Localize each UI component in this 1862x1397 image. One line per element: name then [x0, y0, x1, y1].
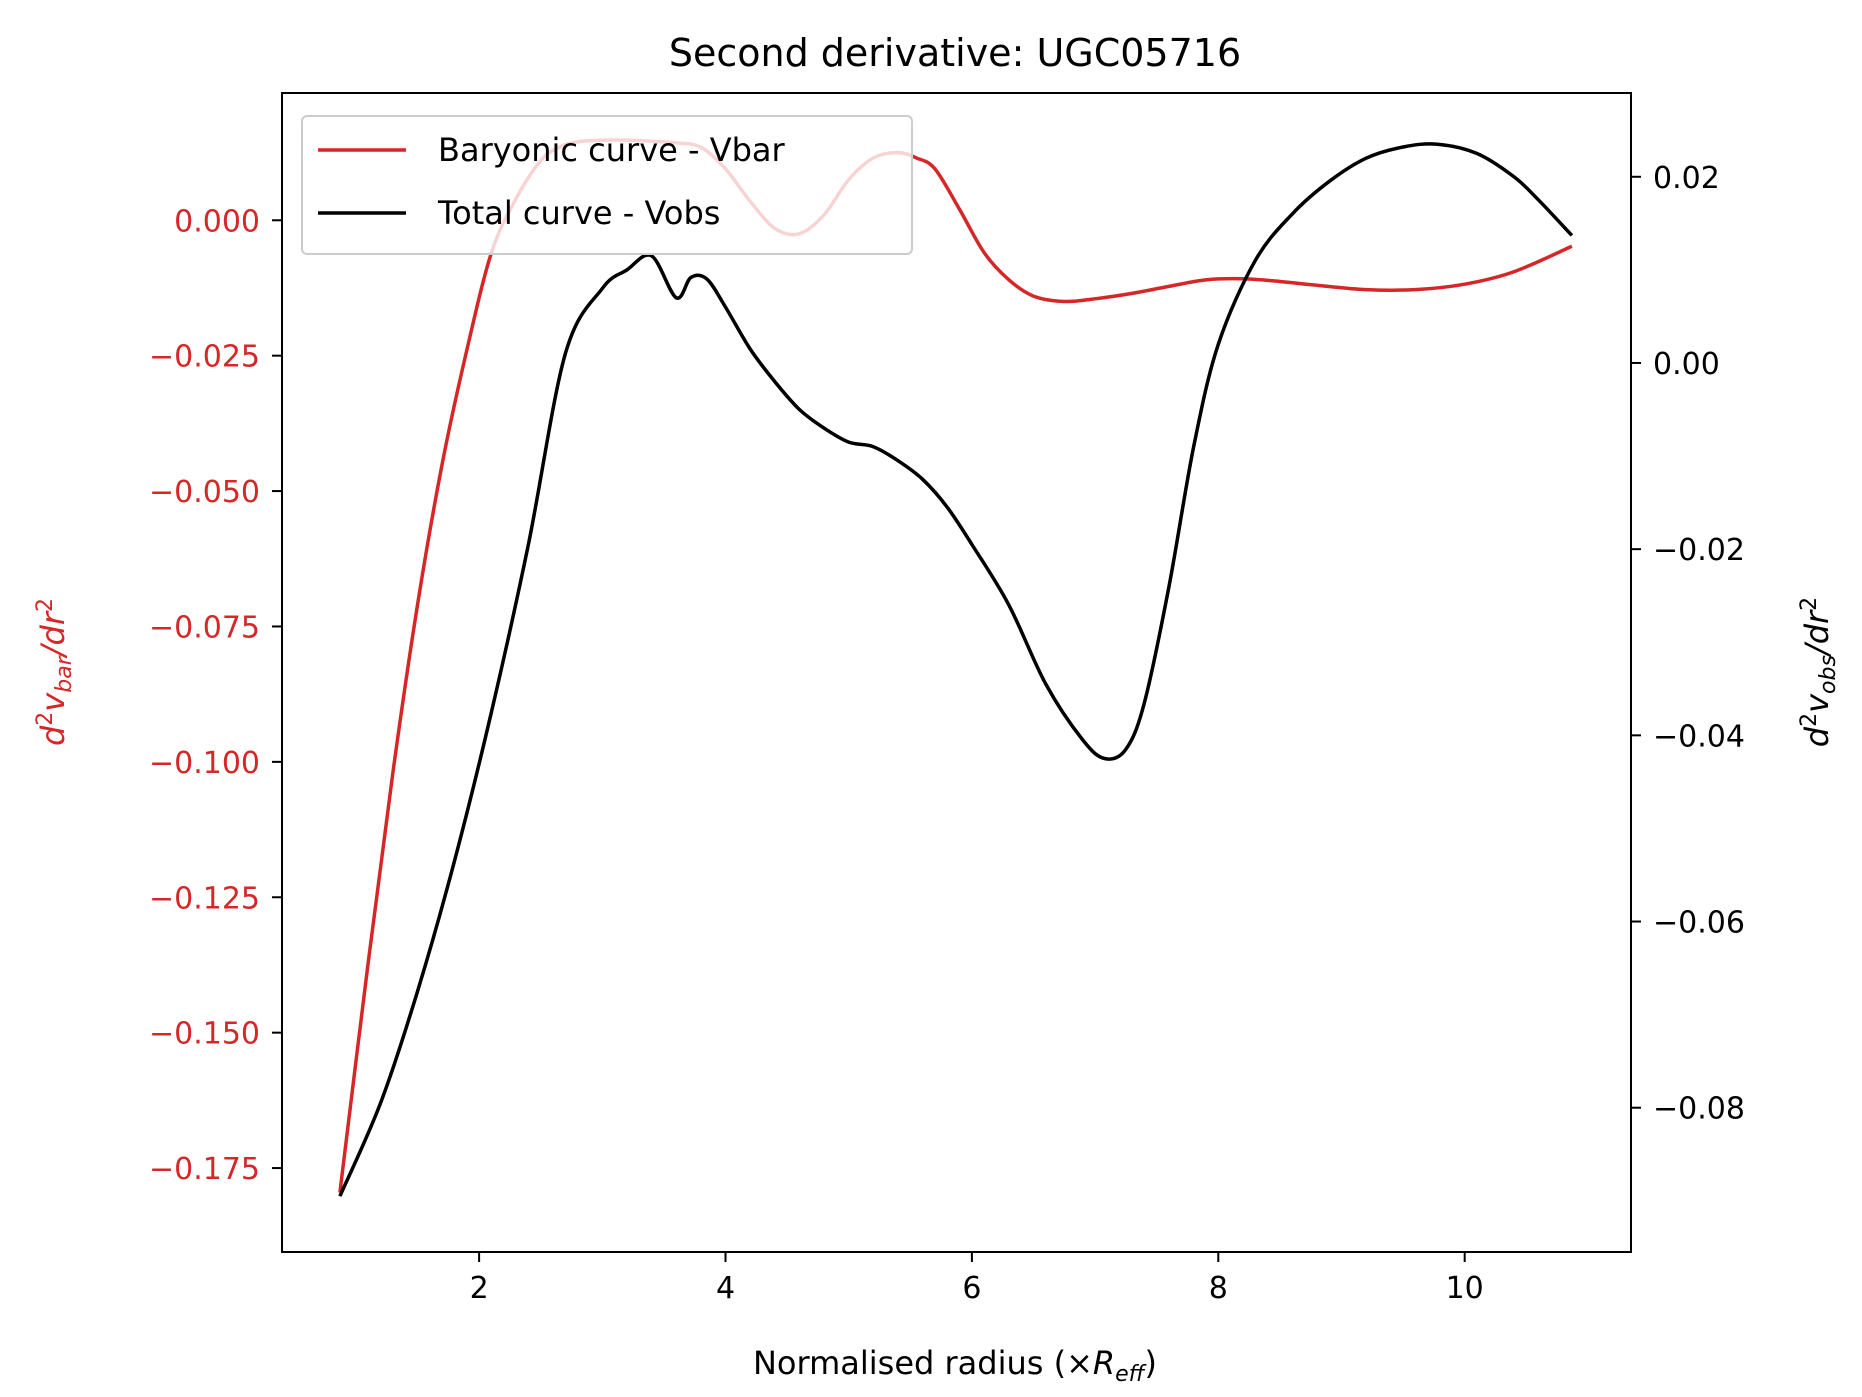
y-right-title-v: v	[1798, 693, 1836, 713]
legend-label-total: Total curve - Vobs	[437, 194, 720, 232]
y-axis-left: 0.000 −0.025 −0.050 −0.075 −0.100 −0.125 −0.15…	[149, 204, 282, 1187]
x-axis-title-prefix: Normalised radius (×	[753, 1344, 1093, 1382]
y-right-title-mid: /	[1798, 641, 1836, 658]
x-tick-label: 4	[716, 1271, 735, 1306]
y-right-tick-label: −0.08	[1653, 1092, 1745, 1127]
y-right-title-sub: obs	[1816, 655, 1841, 694]
x-axis: 2 4 6 8 10	[470, 1252, 1484, 1306]
y-right-title-dr: dr	[1798, 609, 1836, 644]
y-right-title-sup2: 2	[1797, 597, 1822, 611]
x-axis-title-var: R	[1093, 1344, 1115, 1382]
y-right-tick-label: −0.04	[1653, 719, 1745, 754]
y-left-title-d: d	[34, 725, 72, 746]
x-tick-label: 6	[962, 1271, 981, 1306]
plot-frame	[281, 92, 1632, 1253]
y-right-tick-label: −0.06	[1653, 906, 1745, 941]
legend-box	[301, 115, 913, 255]
y-right-tick-label: −0.02	[1653, 533, 1745, 568]
y-left-tick-label: −0.150	[149, 1017, 260, 1052]
y-left-tick-label: −0.175	[149, 1152, 260, 1187]
y-axis-right: 0.02 0.00 −0.02 −0.04 −0.06 −0.08	[1631, 161, 1745, 1127]
y-left-title-v: v	[34, 692, 72, 712]
y-left-title-dr: dr	[34, 610, 72, 645]
x-axis-title-sub: eff	[1115, 1362, 1147, 1387]
x-axis-title-suffix: )	[1145, 1344, 1157, 1382]
x-tick-label: 8	[1209, 1271, 1228, 1306]
chart-title: Second derivative: UGC05716	[669, 31, 1241, 75]
y-left-title-sup2: 2	[33, 598, 58, 612]
y-left-tick-label: −0.075	[149, 610, 260, 645]
y-right-tick-label: 0.02	[1653, 161, 1720, 196]
y-right-title-d: d	[1798, 726, 1836, 747]
legend: Baryonic curve - Vbar Total curve - Vobs	[301, 115, 913, 255]
x-axis-title: Normalised radius (×Reff)	[753, 1344, 1157, 1387]
x-tick-label: 2	[470, 1271, 489, 1306]
x-tick-label: 10	[1446, 1271, 1484, 1306]
y-left-title-mid: /	[34, 642, 72, 659]
y-left-tick-label: −0.125	[149, 881, 260, 916]
y-right-tick-label: 0.00	[1653, 347, 1720, 382]
y-left-tick-label: 0.000	[174, 204, 260, 239]
y-left-tick-label: −0.025	[149, 340, 260, 375]
series-line-total	[338, 142, 1574, 1197]
y-axis-left-title: d2vbar/dr2	[33, 598, 77, 746]
y-left-tick-label: −0.050	[149, 475, 260, 510]
y-left-title-sup1: 2	[33, 712, 58, 726]
y-axis-right-title: d2vobs/dr2	[1797, 597, 1841, 747]
y-right-title-sup1: 2	[1797, 713, 1822, 727]
y-left-tick-label: −0.100	[149, 746, 260, 781]
y-left-title-sub: bar	[52, 654, 77, 692]
legend-label-baryonic: Baryonic curve - Vbar	[438, 131, 786, 169]
